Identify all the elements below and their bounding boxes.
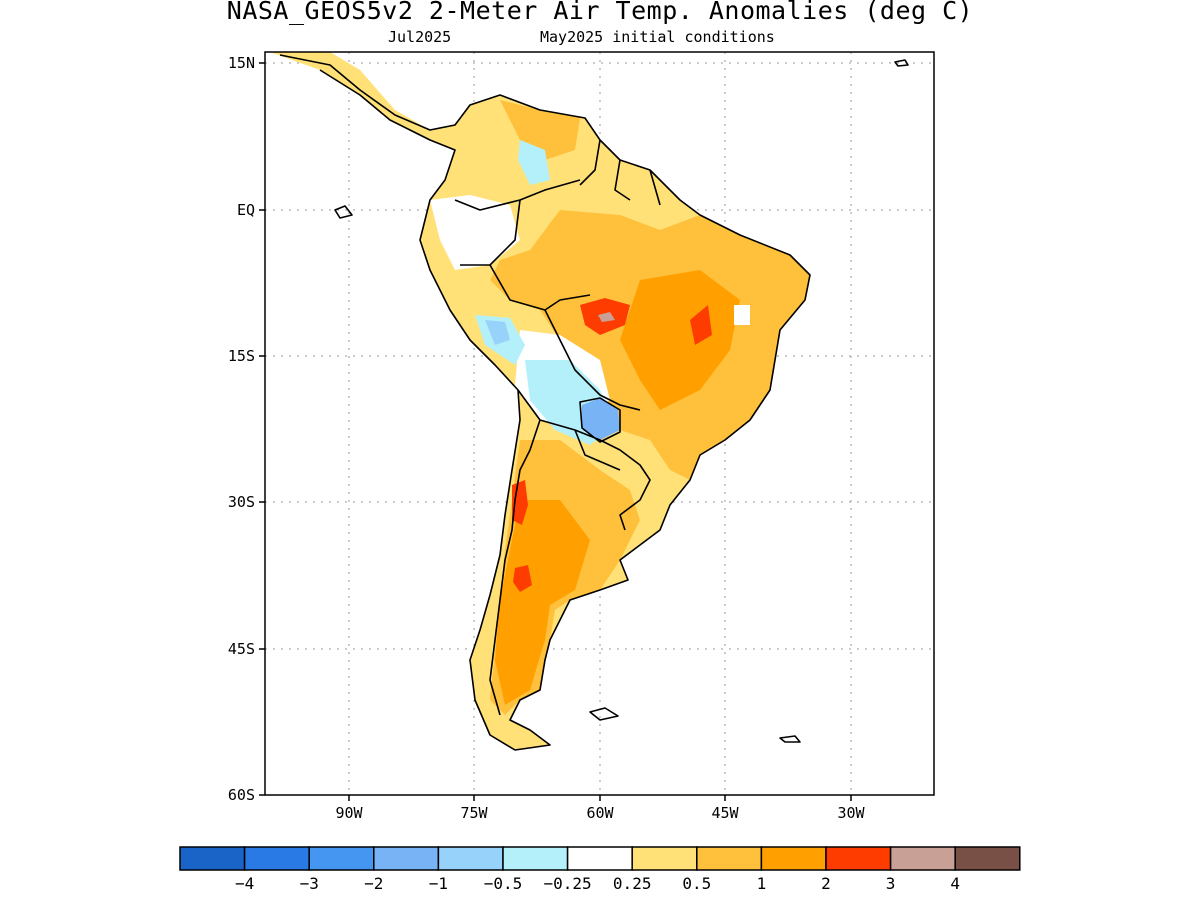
anomaly-orange-north: [500, 100, 580, 160]
lon-label: 90W: [335, 804, 363, 822]
anomaly-red-argentina: [513, 565, 532, 592]
anomaly-deep-orange-brazil: [620, 270, 740, 410]
anomaly-red-goias: [690, 305, 712, 345]
lat-label: 30S: [228, 493, 255, 511]
colorbar-swatch: [437, 846, 504, 871]
initial-conditions: May2025 initial conditions: [540, 28, 775, 46]
anomaly-brown-spot: [598, 312, 615, 322]
anomaly-deep-orange-patagonia: [495, 500, 590, 705]
lat-label: EQ: [237, 201, 255, 219]
colorbar-labels: −4 −3 −2 −1 −0.5 −0.25 0.25 0.5 1 2 3 4: [235, 874, 960, 893]
colorbar-label: −0.5: [484, 874, 523, 893]
longitude-labels: 90W 75W 60W 45W 30W: [335, 804, 865, 822]
lon-label: 75W: [460, 804, 488, 822]
colorbar-swatch: [308, 846, 375, 871]
colorbar-label: −3: [300, 874, 319, 893]
anomaly-lightblue-venezuela: [518, 140, 550, 185]
anomaly-blue-paraguay: [582, 398, 620, 440]
colorbar-label: −0.25: [544, 874, 592, 893]
lon-label: 30W: [837, 804, 865, 822]
colorbar-swatch: [760, 846, 827, 871]
ticks: [259, 62, 852, 801]
anomaly-white-colombia: [430, 195, 520, 270]
lat-label: 60S: [228, 786, 255, 804]
colorbar-label: 4: [950, 874, 960, 893]
lon-label: 60W: [586, 804, 614, 822]
colorbar-label: 0.25: [613, 874, 652, 893]
colorbar-label: 3: [886, 874, 896, 893]
anomaly-white-nordeste: [734, 305, 750, 325]
lat-label: 15S: [228, 347, 255, 365]
colorbar-label: −4: [235, 874, 254, 893]
colorbar-swatch: [566, 846, 633, 871]
colorbar-swatch: [243, 846, 310, 871]
colorbar-swatch: [954, 846, 1021, 871]
colorbar-swatch: [696, 846, 763, 871]
latitude-labels: 15N EQ 15S 30S 45S 60S: [228, 54, 255, 804]
colorbar-label: 0.5: [682, 874, 711, 893]
colorbar-swatch: [825, 846, 892, 871]
colorbar-label: −1: [429, 874, 448, 893]
colorbar: [179, 846, 1021, 871]
map-title: NASA_GEOS5v2 2-Meter Air Temp. Anomalies…: [226, 0, 974, 25]
colorbar-swatch: [373, 846, 440, 871]
colorbar-label: −2: [364, 874, 383, 893]
lon-label: 45W: [711, 804, 739, 822]
lat-label: 15N: [228, 54, 255, 72]
colorbar-swatch: [631, 846, 698, 871]
colorbar-label: 2: [821, 874, 831, 893]
lat-label: 45S: [228, 640, 255, 658]
colorbar-swatch: [889, 846, 956, 871]
coastlines-and-borders: [279, 54, 909, 751]
forecast-month: Jul2025: [388, 28, 452, 46]
colorbar-label: 1: [757, 874, 767, 893]
colorbar-swatch: [502, 846, 569, 871]
anomaly-blue-peru: [485, 320, 510, 345]
colorbar-swatch: [179, 846, 246, 871]
